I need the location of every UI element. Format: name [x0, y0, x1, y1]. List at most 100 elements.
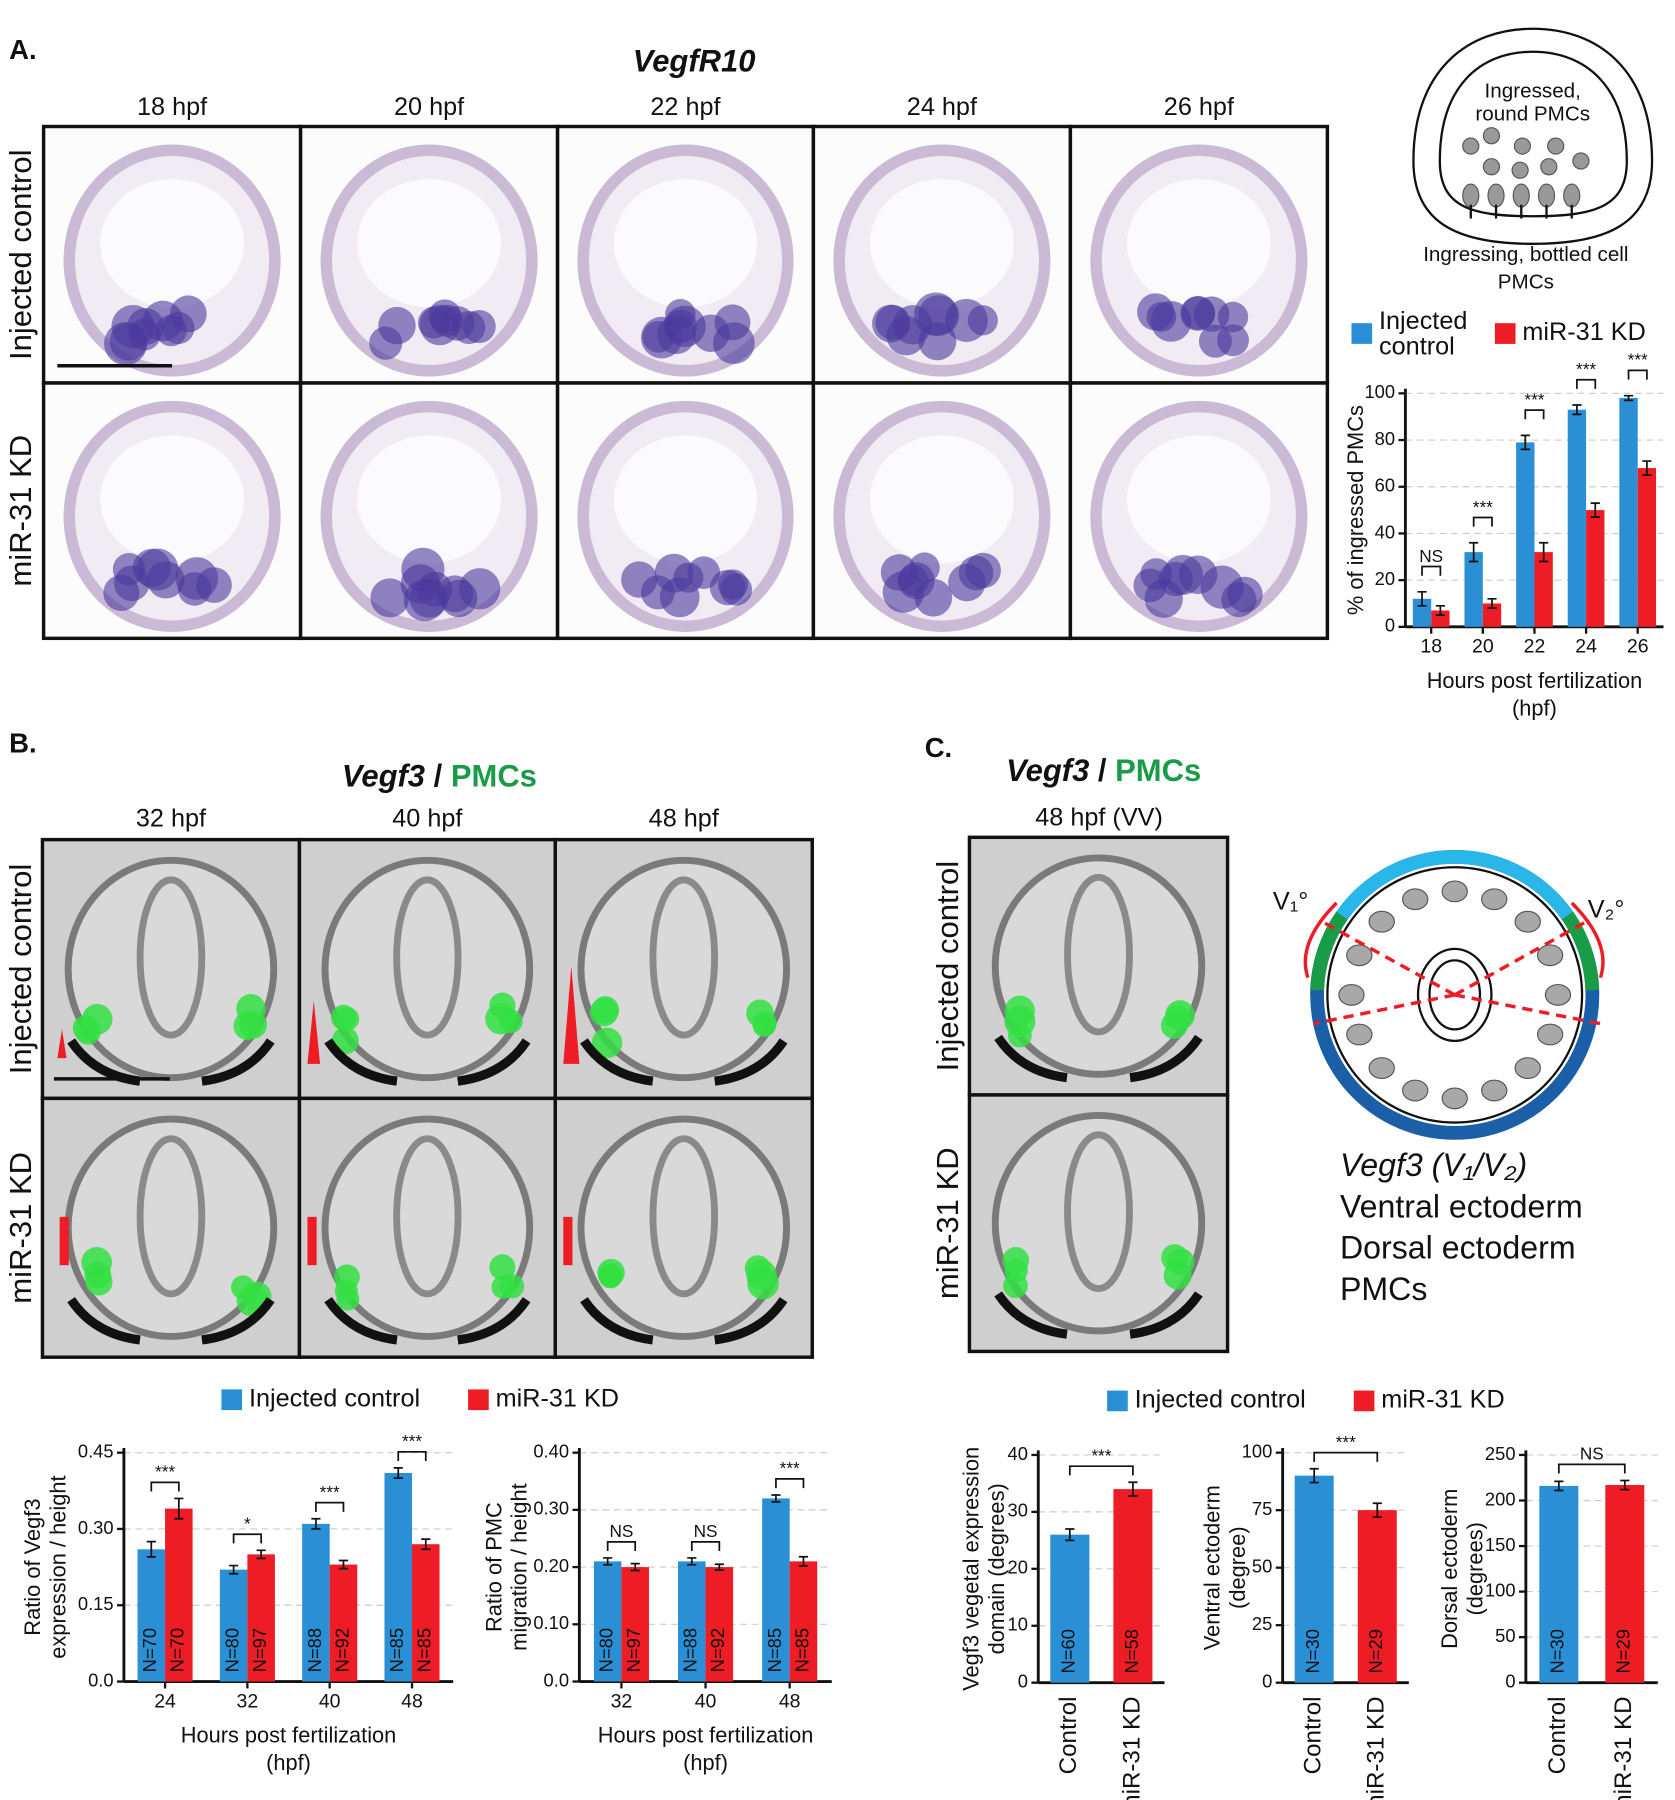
x-axis-label: (hpf) [1512, 695, 1557, 720]
y-tick-label: 80 [1375, 428, 1395, 449]
pmc [1572, 152, 1590, 170]
bar [384, 1472, 413, 1682]
pmc [1144, 579, 1183, 618]
panel-title: VegfR10 [633, 43, 756, 78]
error-bar [256, 1549, 266, 1560]
micrograph [1068, 381, 1330, 641]
separator: / [1098, 753, 1107, 788]
bar [678, 1561, 706, 1682]
embryo [321, 1115, 534, 1340]
embryo [577, 856, 791, 1082]
y-axis-label: Vegf3 vegetal expression [959, 1447, 984, 1691]
cells: PMCs [451, 759, 537, 794]
x-tick-label: 48 [401, 1690, 423, 1712]
pmc [1004, 1258, 1028, 1283]
n-label: N=30 [1547, 1629, 1568, 1673]
pmc [330, 1004, 357, 1031]
n-label: N=58 [1121, 1629, 1142, 1673]
y-tick-label: 0.0 [88, 1669, 113, 1690]
pmc [111, 304, 155, 349]
embryo-inner [1438, 50, 1628, 218]
x-axis-label: Hours post fertilization [598, 1722, 814, 1747]
inner-ring [1326, 866, 1584, 1124]
x-tick-label: miR-31 KD [1363, 1696, 1390, 1800]
bar [1516, 442, 1535, 627]
pmc [640, 575, 675, 610]
pmc [1402, 1079, 1429, 1102]
y-axis-label: Ratio of Vegf3 [20, 1498, 45, 1635]
legend-label: Injected control [249, 1384, 420, 1412]
y-tick-label: 150 [1485, 1534, 1516, 1555]
y-tick-label: 75 [1252, 1498, 1272, 1519]
x-tick-label: 22 [1524, 636, 1546, 658]
pmc [369, 326, 403, 360]
significance-label: NS [694, 1521, 718, 1541]
pmc [1462, 137, 1480, 155]
pmc [1544, 983, 1572, 1006]
n-label: N=85 [414, 1628, 435, 1672]
pmc [1514, 1057, 1541, 1080]
error-bar [311, 1517, 321, 1530]
pmc [1165, 1004, 1191, 1031]
x-axis-label: Hours post fertilization [1427, 668, 1643, 693]
y-axis-label: (degree) [1225, 1526, 1250, 1609]
blastocoel [1126, 179, 1271, 308]
significance-label: *** [780, 1458, 800, 1478]
angle-line [1453, 918, 1590, 997]
pmc [1513, 137, 1532, 155]
pmc [1346, 944, 1373, 967]
micrograph [298, 124, 560, 385]
legend-text: PMCs [1340, 1271, 1427, 1307]
error-bar [1572, 404, 1582, 416]
pigment [994, 1034, 1203, 1083]
micrograph [41, 381, 303, 641]
significance-bracket [397, 1450, 427, 1462]
embryo [577, 1115, 791, 1340]
y-tick-label: 0.0 [544, 1669, 569, 1690]
significance-bracket [1557, 1463, 1626, 1474]
row-label: Injected control [3, 150, 38, 360]
blastocoel [869, 179, 1014, 308]
bar [593, 1561, 622, 1682]
y-tick-label: 0 [1505, 1671, 1515, 1692]
error-bar [1620, 1479, 1630, 1491]
y-axis-label: expression / height [45, 1475, 70, 1658]
row-label: Injected control [3, 864, 38, 1074]
bar [1637, 468, 1657, 627]
pmc [591, 1027, 623, 1059]
significance-bracket [606, 1540, 637, 1552]
error-bar [1128, 1481, 1138, 1497]
indicator [563, 1216, 573, 1266]
time-label: 24 hpf [907, 93, 978, 121]
micrograph [553, 837, 814, 1101]
gene: Vegf3 [342, 759, 425, 794]
bar [329, 1564, 358, 1682]
micrograph [555, 381, 816, 641]
embryo [321, 856, 534, 1082]
blastocoel [613, 435, 758, 564]
panel-label: C. [925, 732, 953, 763]
error-bar [1539, 541, 1549, 563]
legend-label: miR-31 KD [1381, 1386, 1504, 1414]
significance-bracket [232, 1533, 263, 1544]
pmc [752, 1011, 777, 1036]
pmc [1536, 1023, 1564, 1046]
gut [1064, 1131, 1133, 1293]
y-tick-label: 50 [1252, 1556, 1272, 1577]
bar [1586, 510, 1605, 627]
error-bar [1487, 597, 1497, 610]
n-label: N=70 [139, 1628, 160, 1672]
x-tick-label: 20 [1472, 636, 1494, 658]
indicator [563, 966, 580, 1064]
pmc [886, 315, 926, 356]
vegf3-domain [1561, 911, 1600, 991]
legend-text: Vegf3 (V₁/V₂) [1340, 1147, 1527, 1183]
pigment [67, 1297, 275, 1345]
error-bar [714, 1563, 724, 1571]
x-axis-label: (hpf) [683, 1750, 728, 1775]
y-axis-label: Dorsal ectoderm [1437, 1489, 1462, 1649]
pmc [489, 1254, 516, 1281]
bar [621, 1567, 649, 1682]
significance-bracket [1524, 409, 1545, 420]
y-axis-label: migration / height [507, 1483, 532, 1651]
